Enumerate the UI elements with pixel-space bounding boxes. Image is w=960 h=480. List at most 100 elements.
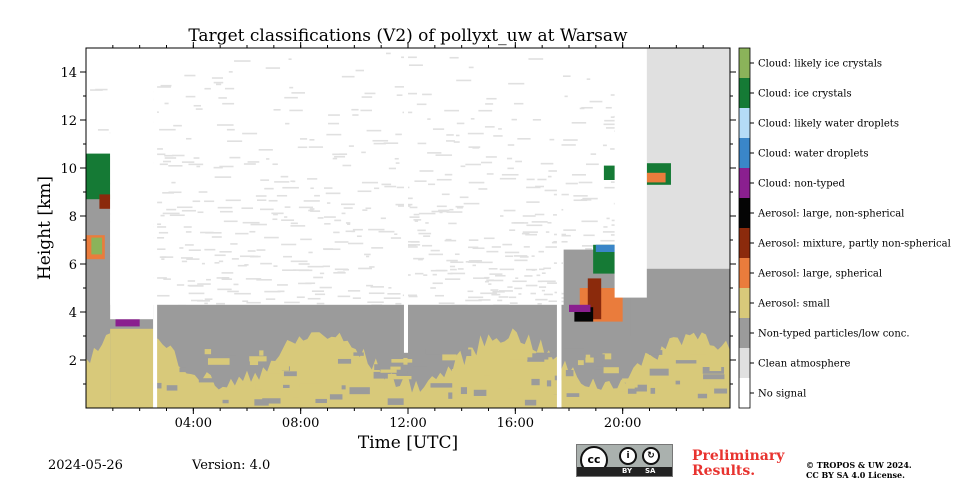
speckle xyxy=(367,301,384,304)
badge-bar xyxy=(577,467,672,476)
x-tick-label: 04:00 xyxy=(175,416,212,431)
speckle xyxy=(489,273,503,275)
speckle xyxy=(586,163,599,166)
speckle xyxy=(309,208,315,210)
speckle xyxy=(260,208,274,211)
speckle xyxy=(581,245,597,247)
cc-license-badge[interactable]: cc i ↻ BY SA xyxy=(576,444,673,477)
speckle xyxy=(319,272,325,275)
speckle xyxy=(160,84,172,87)
speckle xyxy=(348,145,354,147)
speckle xyxy=(352,114,359,116)
no-signal-gap xyxy=(153,48,158,408)
speckle xyxy=(486,97,497,100)
speckle xyxy=(517,138,531,140)
speckle xyxy=(563,139,578,141)
speckle xyxy=(388,167,397,170)
speckle xyxy=(401,56,417,59)
speckle xyxy=(217,288,232,291)
speckle xyxy=(186,137,192,140)
speckle xyxy=(257,199,267,202)
speckle xyxy=(180,257,193,259)
colorbar-label: Cloud: likely ice crystals xyxy=(758,59,882,70)
speckle xyxy=(201,262,205,265)
speckle xyxy=(325,192,341,195)
speckle xyxy=(589,100,603,103)
speckle xyxy=(413,257,425,260)
speckle xyxy=(402,294,417,297)
layer-patch xyxy=(659,356,667,362)
speckle xyxy=(390,237,402,239)
layer-patch xyxy=(689,349,707,355)
speckle xyxy=(273,265,278,267)
speckle xyxy=(234,292,251,295)
speckle xyxy=(488,283,492,285)
speckle xyxy=(186,258,200,260)
speckle xyxy=(404,197,413,200)
speckle xyxy=(192,200,201,203)
layer-patch xyxy=(334,363,355,367)
speckle xyxy=(357,190,372,193)
speckle xyxy=(407,92,417,95)
speckle xyxy=(371,247,384,249)
speckle xyxy=(419,170,434,172)
speckle xyxy=(219,251,232,253)
layer-patch xyxy=(720,379,730,387)
speckle xyxy=(168,164,183,167)
speckle xyxy=(526,178,535,181)
speckle xyxy=(307,265,324,268)
speckle xyxy=(450,261,464,264)
layer-patch xyxy=(373,371,388,379)
speckle xyxy=(283,255,293,258)
speckle xyxy=(152,277,167,279)
speckle xyxy=(571,174,586,176)
attribution-icon: i xyxy=(619,447,637,465)
speckle xyxy=(370,286,384,288)
speckle xyxy=(361,96,373,98)
speckle xyxy=(184,74,196,77)
speckle xyxy=(242,221,260,224)
speckle xyxy=(284,96,298,99)
colorbar-swatch xyxy=(739,318,750,348)
speckle xyxy=(314,194,320,197)
speckle xyxy=(150,226,167,228)
speckle xyxy=(360,109,373,112)
speckle xyxy=(351,108,359,111)
layer-patch xyxy=(483,369,491,376)
speckle xyxy=(518,293,522,295)
speckle xyxy=(495,274,506,277)
speckle xyxy=(241,207,254,210)
preliminary-notice: Preliminary Results. xyxy=(692,449,784,479)
speckle xyxy=(407,274,411,276)
layer-patch xyxy=(349,387,370,395)
class-region-aerosol-mixture-partly-non-spherical xyxy=(99,194,111,209)
speckle xyxy=(211,77,223,79)
speckle xyxy=(581,220,598,223)
layer-patch xyxy=(543,393,564,398)
speckle xyxy=(234,60,251,62)
layer-patch xyxy=(585,357,594,363)
speckle xyxy=(197,300,211,302)
speckle xyxy=(497,299,503,302)
layer-patch xyxy=(179,367,187,373)
layer-patch xyxy=(198,378,216,383)
speckle xyxy=(265,67,281,69)
y-tick-label: 12 xyxy=(60,114,77,129)
speckle xyxy=(423,274,428,276)
speckle xyxy=(507,286,513,288)
speckle xyxy=(538,286,547,288)
speckle xyxy=(284,216,288,218)
speckle xyxy=(549,138,555,141)
speckle xyxy=(605,127,617,129)
speckle xyxy=(536,274,541,277)
speckle xyxy=(445,238,452,241)
speckle xyxy=(512,280,527,283)
layer-patch xyxy=(224,350,237,356)
speckle xyxy=(547,282,560,284)
speckle xyxy=(160,214,165,217)
speckle xyxy=(277,290,285,293)
speckle xyxy=(468,66,474,69)
speckle xyxy=(158,231,169,234)
speckle xyxy=(366,129,382,132)
speckle xyxy=(432,282,443,285)
